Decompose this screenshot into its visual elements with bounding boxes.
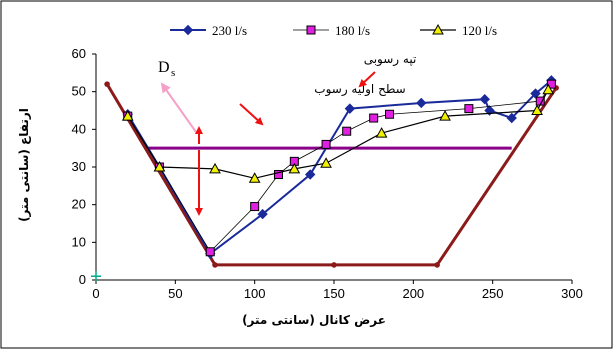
initial-bed-label: سطح اولیه رسوب [314, 82, 405, 97]
y-axis-title: ارتفاع (سانتی متر) [17, 108, 31, 222]
data-point [464, 104, 474, 114]
y-tick-label: 20 [72, 197, 86, 212]
x-tick-label: 50 [168, 286, 182, 301]
annotations: تپه رسوبی سطح اولیه رسوب D s [158, 52, 417, 216]
deposit-arrow [358, 71, 376, 88]
data-point [304, 169, 316, 180]
data-point [248, 172, 261, 183]
x-tick-label: 300 [561, 286, 583, 301]
legend-marker [182, 24, 194, 36]
data-point [385, 109, 395, 119]
data-point [344, 103, 356, 114]
y-tick-label: 30 [72, 159, 86, 174]
bed-arrow [239, 103, 264, 126]
data-point [205, 247, 215, 257]
data-point [531, 104, 543, 115]
ds-arrow [160, 82, 197, 133]
data-point [257, 208, 268, 220]
series-line [126, 79, 553, 256]
legend-label: 230 l/s [212, 23, 247, 38]
data-point [121, 110, 134, 121]
data-point [542, 83, 555, 95]
x-tick-label: 150 [323, 286, 345, 301]
y-tick-label: 40 [72, 121, 86, 136]
x-tick-label: 200 [402, 286, 424, 301]
data-point [250, 202, 260, 212]
data-point [439, 110, 451, 121]
ds-label: D [158, 59, 170, 76]
data-point [321, 139, 331, 149]
data-point [479, 93, 490, 105]
y-tick-label: 10 [72, 234, 86, 249]
data-point [342, 126, 352, 136]
data-point [546, 79, 556, 89]
data-point [530, 88, 541, 99]
channel-profile-point [104, 81, 110, 87]
legend-marker [432, 23, 444, 35]
data-point [506, 112, 517, 124]
ds-subscript: s [171, 67, 175, 79]
y-tick-label: 0 [79, 272, 86, 287]
channel-profile-point [434, 262, 440, 268]
data-point [209, 162, 221, 174]
data-point [288, 162, 301, 174]
series-group [121, 75, 557, 259]
legend-label: 120 l/s [462, 23, 497, 38]
y-tick-label: 50 [72, 84, 86, 99]
data-point [273, 170, 283, 180]
axes: 0 50 100 150 200 250 300 0 10 20 30 40 50 60 عرض کانال… [17, 46, 583, 327]
series-line [127, 89, 549, 179]
channel-profile-line [105, 83, 558, 267]
data-point [153, 160, 166, 172]
x-tick-label: 0 [92, 286, 99, 301]
deposit-label: تپه رسوبی [364, 52, 417, 67]
data-point [375, 127, 388, 138]
y-tick-label: 60 [72, 46, 86, 61]
x-tick-label: 250 [482, 286, 504, 301]
legend-marker [306, 25, 316, 35]
legend: 230 l/s 180 l/s 120 l/s [170, 23, 497, 38]
data-point [416, 97, 427, 109]
data-point [320, 157, 332, 168]
data-point [369, 113, 379, 123]
channel-profile-point [331, 262, 337, 268]
x-axis-title: عرض کانال (سانتی متر) [242, 313, 386, 327]
legend-label: 180 l/s [335, 23, 370, 38]
x-tick-label: 100 [244, 286, 266, 301]
channel-profile-point [212, 262, 218, 268]
